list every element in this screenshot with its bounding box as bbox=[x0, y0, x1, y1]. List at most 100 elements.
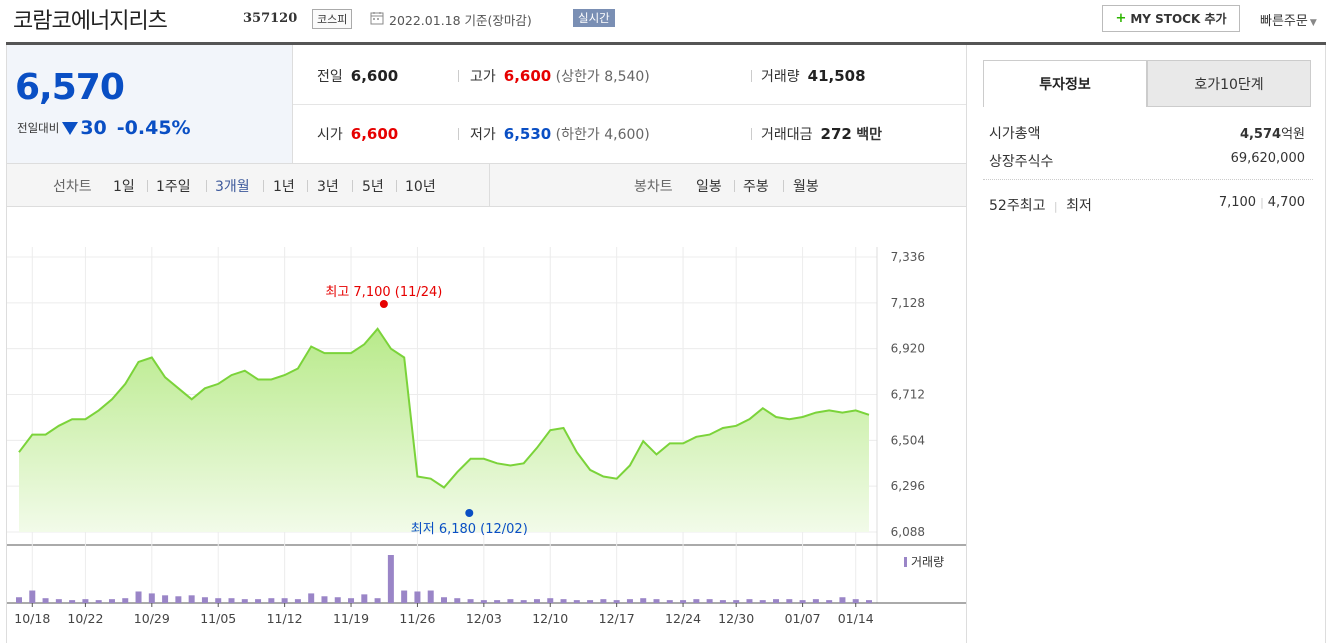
divider bbox=[147, 180, 148, 192]
shares-label: 상장주식수 bbox=[989, 154, 1054, 170]
divider bbox=[458, 128, 459, 140]
week52-low-value: 4,700 bbox=[1267, 195, 1305, 210]
price-change: 전일대비 30 -0.45% bbox=[17, 117, 191, 139]
stock-header: 코람코에너지리츠 357120 코스피 2022.01.18 기준(장마감) 실… bbox=[0, 0, 1335, 42]
volume-bar bbox=[600, 599, 607, 603]
volume-bar bbox=[613, 600, 620, 603]
volume-bar bbox=[533, 599, 540, 603]
x-tick-label: 12/24 bbox=[665, 611, 701, 626]
volume-label: 거래량 bbox=[761, 69, 800, 85]
volume-bar bbox=[494, 600, 501, 603]
volume-bar bbox=[746, 599, 753, 603]
divider bbox=[352, 180, 353, 192]
upper-limit: (상한가 8,540) bbox=[555, 69, 650, 85]
volume-bar bbox=[255, 599, 262, 603]
volume-bar bbox=[441, 597, 447, 603]
volume-bar bbox=[680, 600, 687, 603]
prev-close: 전일 6,600 bbox=[317, 66, 398, 86]
volume-bar bbox=[799, 600, 806, 603]
volume-bar bbox=[135, 591, 142, 603]
candle-daily[interactable]: 일봉 bbox=[696, 179, 722, 195]
volume: 거래량 41,508 bbox=[761, 66, 866, 86]
period-3m[interactable]: 3개월 bbox=[215, 179, 250, 195]
stock-code: 357120 bbox=[243, 11, 298, 26]
volume-bar bbox=[547, 598, 554, 603]
max-annotation: 최고 7,100 (11/24) bbox=[325, 285, 442, 300]
price-summary: 6,570 전일대비 30 -0.45% bbox=[6, 45, 293, 163]
y-tick-label: 7,128 bbox=[891, 296, 925, 310]
volume-bar bbox=[693, 599, 700, 603]
change-percent: -0.45% bbox=[116, 117, 191, 139]
open-price: 시가 6,600 bbox=[317, 124, 398, 144]
period-5y[interactable]: 5년 bbox=[362, 179, 384, 195]
period-1w[interactable]: 1주일 bbox=[156, 179, 191, 195]
candle-monthly[interactable]: 월봉 bbox=[793, 179, 819, 195]
volume-bar bbox=[454, 598, 461, 603]
volume-bar bbox=[773, 599, 780, 603]
divider bbox=[734, 180, 735, 192]
week52-high-value: 7,100 bbox=[1218, 195, 1257, 210]
price-line bbox=[18, 327, 870, 489]
row-divider bbox=[293, 104, 966, 105]
volume-bar bbox=[122, 598, 129, 603]
market-cap-value-wrap: 4,574억원 bbox=[1240, 123, 1305, 142]
period-3y[interactable]: 3년 bbox=[317, 179, 339, 195]
candle-weekly[interactable]: 주봉 bbox=[743, 179, 769, 195]
market-cap-value: 4,574 bbox=[1239, 127, 1282, 142]
divider bbox=[396, 180, 397, 192]
volume-legend-swatch bbox=[904, 557, 907, 567]
tab-investment-info[interactable]: 투자정보 bbox=[983, 60, 1147, 107]
divider bbox=[206, 180, 207, 192]
reference-date: 2022.01.18 기준(장마감) bbox=[389, 13, 532, 28]
low-price: 저가 6,530 (하한가 4,600) bbox=[470, 124, 650, 144]
period-1d[interactable]: 1일 bbox=[113, 179, 135, 195]
volume-bar bbox=[414, 591, 421, 603]
fast-order-button[interactable]: 빠른주문 ▼ bbox=[1260, 10, 1317, 29]
market-badge: 코스피 bbox=[312, 9, 353, 29]
plus-icon: + bbox=[1115, 11, 1127, 26]
change-label: 전일대비 bbox=[17, 121, 60, 135]
y-tick-label: 6,504 bbox=[891, 433, 925, 447]
volume-bar bbox=[175, 596, 182, 603]
period-10y[interactable]: 10년 bbox=[405, 179, 436, 195]
volume-bar bbox=[733, 600, 740, 603]
volume-bar bbox=[719, 600, 726, 603]
x-tick-label: 10/22 bbox=[67, 611, 103, 626]
volume-bar bbox=[281, 598, 288, 603]
volume-bar bbox=[560, 599, 567, 603]
price-chart[interactable]: 7,336 7,128 6,920 6,712 6,504 6,296 6,088 최고 7… bbox=[6, 207, 967, 643]
shares-value: 69,620,000 bbox=[1230, 151, 1305, 166]
low-label: 저가 bbox=[470, 127, 496, 143]
volume-bar bbox=[653, 599, 660, 603]
add-my-stock-button[interactable]: + MY STOCK 추가 bbox=[1102, 5, 1240, 32]
divider bbox=[751, 128, 752, 140]
add-my-stock-label: MY STOCK 추가 bbox=[1130, 12, 1227, 26]
low-value: 6,530 bbox=[503, 125, 552, 143]
volume-legend: 거래량 bbox=[911, 555, 944, 569]
divider bbox=[751, 70, 752, 82]
divider bbox=[783, 180, 784, 192]
volume-bar bbox=[108, 599, 115, 603]
x-tick-label: 01/07 bbox=[785, 611, 821, 626]
min-point-marker bbox=[465, 509, 474, 517]
volume-bar bbox=[42, 598, 49, 603]
x-tick-label: 10/18 bbox=[14, 611, 50, 626]
volume-bar bbox=[16, 597, 22, 603]
volume-bar bbox=[640, 598, 647, 603]
lower-limit: (하한가 4,600) bbox=[555, 127, 650, 143]
volume-bar bbox=[348, 598, 355, 603]
volume-bar bbox=[162, 595, 169, 603]
realtime-button[interactable]: 실시간 bbox=[573, 9, 615, 27]
y-tick-label: 6,712 bbox=[891, 388, 925, 402]
volume-bar bbox=[480, 600, 487, 603]
prev-close-label: 전일 bbox=[317, 69, 343, 85]
price-area bbox=[19, 328, 869, 532]
tab-order-book[interactable]: 호가10단계 bbox=[1147, 60, 1311, 107]
x-tick-label: 12/10 bbox=[532, 611, 568, 626]
high-price: 고가 6,600 (상한가 8,540) bbox=[470, 66, 650, 86]
period-1y[interactable]: 1년 bbox=[273, 179, 295, 195]
volume-bar bbox=[587, 600, 594, 603]
volume-bar bbox=[308, 593, 315, 603]
volume-bar bbox=[467, 599, 474, 603]
trade-amount: 거래대금 272 백만 bbox=[761, 124, 882, 144]
